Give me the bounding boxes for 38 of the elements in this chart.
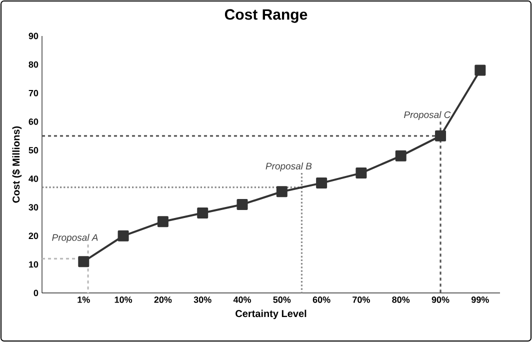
y-tick-label: 80 — [28, 61, 38, 68]
x-tick-label: 99% — [471, 296, 489, 303]
y-tick-label: 90 — [28, 32, 38, 40]
x-tick-label: 20% — [154, 296, 172, 303]
y-tick-label: 50 — [28, 147, 38, 154]
point — [78, 256, 90, 268]
y-tick-label: 10 — [29, 261, 38, 268]
point — [474, 64, 486, 76]
y-tick-label: 0 — [34, 290, 38, 296]
x-tick-label: 1% — [78, 296, 90, 303]
x-tick-label: 90% — [432, 296, 450, 303]
y-tick-label: 60 — [28, 118, 38, 125]
point — [236, 198, 248, 210]
point — [435, 130, 446, 142]
x-tick-label: 50% — [273, 296, 291, 303]
ref-line-label: Proposal A — [52, 234, 98, 243]
x-tick-label: 30% — [194, 296, 212, 303]
ref-line-label: Proposal C — [404, 111, 451, 120]
point — [316, 178, 328, 189]
y-tick-label: 40 — [28, 176, 38, 182]
point — [118, 230, 129, 242]
point — [395, 150, 406, 162]
ref-line-label: Proposal B — [266, 162, 312, 172]
y-axis-title: Cost ($ Millions) — [12, 126, 22, 203]
point — [197, 208, 208, 219]
point — [157, 216, 168, 228]
x-tick-label: 60% — [312, 296, 330, 303]
y-tick-label: 70 — [28, 90, 38, 96]
chart-title: Cost Range — [224, 9, 308, 23]
point — [356, 168, 367, 179]
x-tick-label: 40% — [233, 296, 252, 303]
x-axis-title: Certainty Level — [236, 310, 306, 320]
x-tick-label: 70% — [352, 296, 370, 303]
x-tick-label: 10% — [114, 296, 132, 303]
y-tick-label: 20 — [28, 232, 38, 240]
x-tick-label: 80% — [392, 296, 410, 303]
y-tick-label: 30 — [28, 204, 38, 211]
point — [276, 186, 288, 198]
